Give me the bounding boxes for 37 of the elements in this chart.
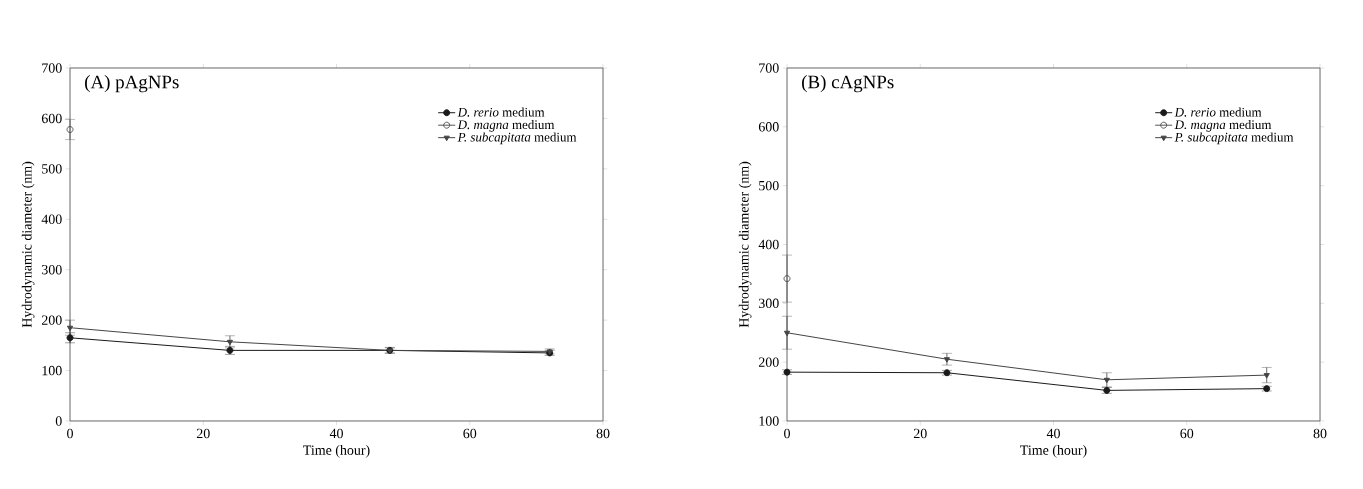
legend-label: D. rerio medium — [457, 107, 545, 117]
y-tick-label: 500 — [759, 180, 779, 191]
y-tick-label: 400 — [41, 214, 62, 224]
y-axis-title: Hydrodynamic diameter (nm) — [21, 161, 35, 328]
y-tick-label: 200 — [41, 315, 62, 325]
x-axis-title: Time (hour) — [303, 445, 370, 458]
y-tick-label: 100 — [42, 365, 62, 376]
x-tick-label: 0 — [784, 428, 790, 439]
x-tick-label: 60 — [1180, 428, 1194, 439]
x-tick-label: 20 — [913, 428, 927, 439]
y-tick-label: 200 — [758, 357, 779, 367]
x-tick-label: 40 — [329, 428, 343, 439]
y-tick-label: 300 — [759, 298, 779, 309]
x-axis-title: Time (hour) — [1020, 445, 1087, 458]
y-axis-title: Hydrodynamic diameter (nm) — [738, 161, 752, 328]
x-tick-label: 20 — [196, 428, 210, 439]
y-tick-label: 600 — [41, 113, 62, 124]
x-tick-label: 40 — [1046, 428, 1060, 439]
y-tick-label: 400 — [758, 239, 779, 250]
y-tick-label: 500 — [42, 164, 62, 174]
legend-label: P. subcapitata medium — [457, 132, 577, 145]
chart-title: (B) cAgNPs — [802, 75, 894, 93]
y-tick-label: 700 — [42, 63, 62, 73]
y-tick-label: 700 — [759, 63, 779, 73]
legend-label: P. subcapitata medium — [1174, 132, 1294, 145]
y-tick-label: 600 — [758, 122, 779, 132]
x-tick-label: 80 — [596, 428, 610, 439]
x-tick-label: 60 — [463, 428, 477, 439]
legend-label: D. magna medium — [1174, 119, 1272, 132]
chart-title: (A) pAgNPs — [85, 75, 179, 93]
legend-label: D. magna medium — [457, 119, 555, 132]
x-tick-label: 80 — [1313, 428, 1327, 439]
legend-label: D. rerio medium — [1174, 107, 1262, 117]
y-tick-label: 0 — [55, 416, 62, 426]
y-tick-label: 100 — [759, 416, 779, 426]
x-tick-label: 0 — [67, 428, 73, 439]
y-tick-label: 300 — [42, 264, 62, 275]
